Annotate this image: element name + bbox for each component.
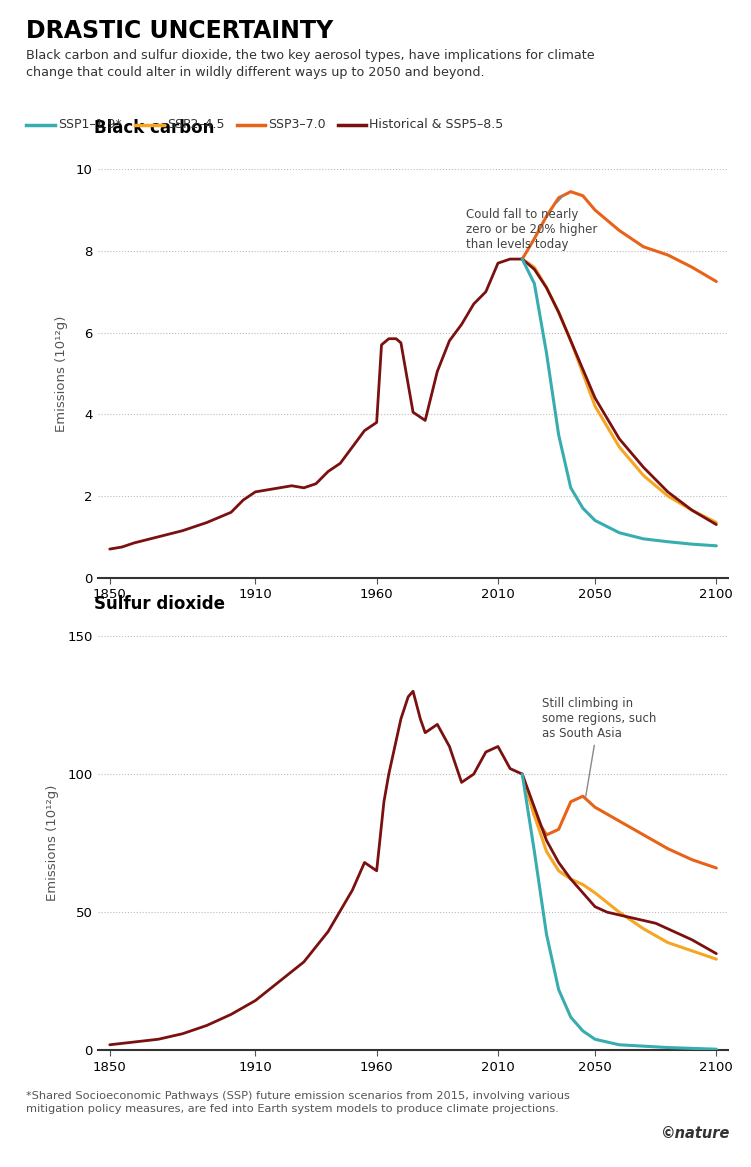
Text: Could fall to nearly
zero or be 20% higher
than levels today: Could fall to nearly zero or be 20% high…: [466, 195, 598, 251]
Text: SSP1–1.9*: SSP1–1.9*: [58, 118, 122, 132]
Text: Sulfur dioxide: Sulfur dioxide: [95, 595, 225, 613]
Text: Black carbon and sulfur dioxide, the two key aerosol types, have implications fo: Black carbon and sulfur dioxide, the two…: [26, 49, 595, 79]
Text: Still climbing in
some regions, such
as South Asia: Still climbing in some regions, such as …: [541, 697, 656, 796]
Text: SSP2–4.5: SSP2–4.5: [167, 118, 225, 132]
Text: Historical & SSP5–8.5: Historical & SSP5–8.5: [369, 118, 504, 132]
Text: SSP3–7.0: SSP3–7.0: [268, 118, 326, 132]
Y-axis label: Emissions (10¹²g): Emissions (10¹²g): [55, 315, 68, 432]
Text: Black carbon: Black carbon: [95, 119, 215, 137]
Text: ©nature: ©nature: [661, 1126, 730, 1141]
Text: DRASTIC UNCERTAINTY: DRASTIC UNCERTAINTY: [26, 19, 333, 43]
Y-axis label: Emissions (10¹²g): Emissions (10¹²g): [46, 785, 59, 901]
Text: *Shared Socioeconomic Pathways (SSP) future emission scenarios from 2015, involv: *Shared Socioeconomic Pathways (SSP) fut…: [26, 1091, 570, 1114]
